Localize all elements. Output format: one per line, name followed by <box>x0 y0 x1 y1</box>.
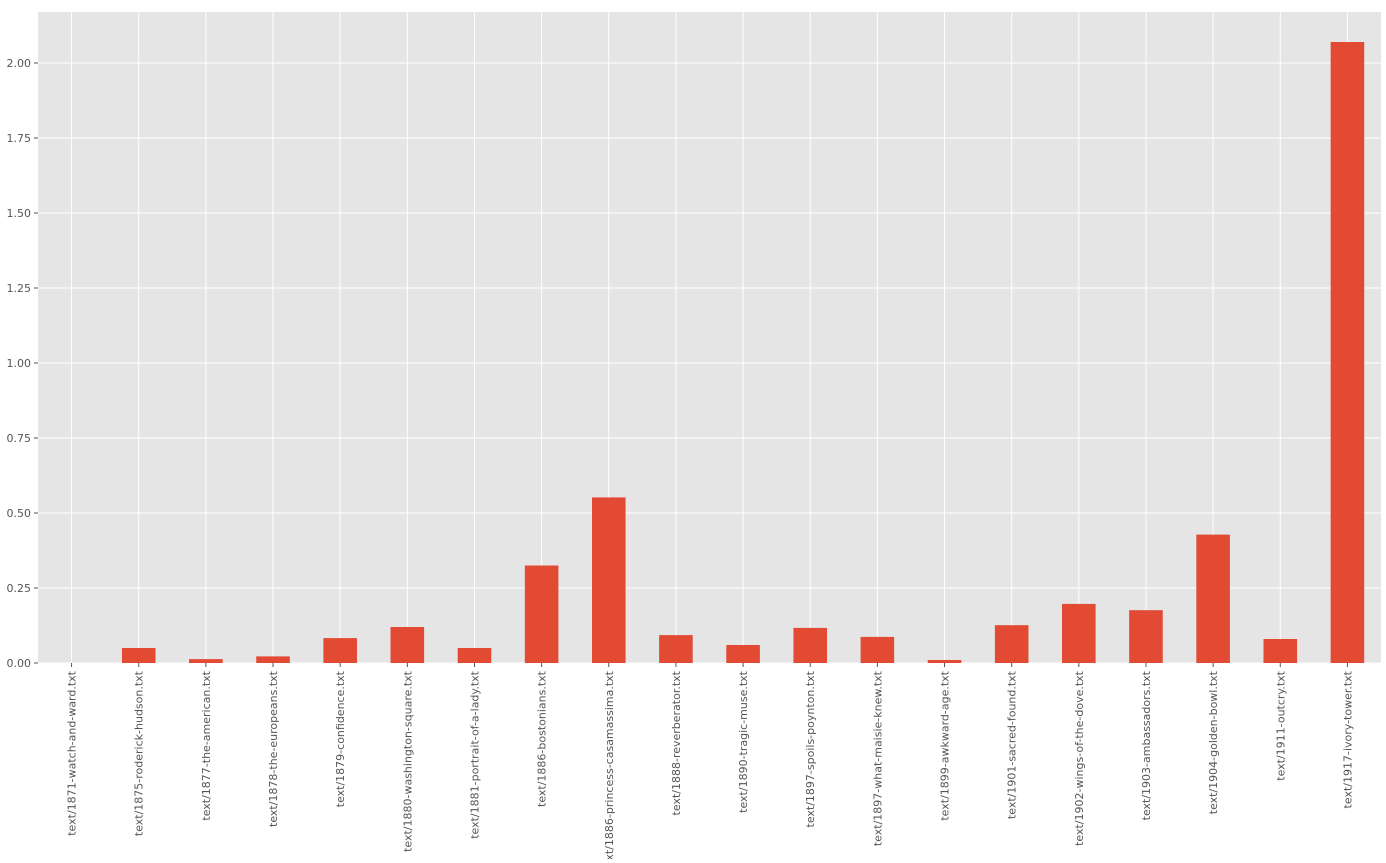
bar <box>323 638 357 663</box>
y-tick-label: 0.00 <box>7 657 32 670</box>
bar <box>1330 42 1365 663</box>
x-tick-label: text/1881-portrait-of-a-lady.txt <box>468 670 481 838</box>
x-tick-label: text/1877-the-american.txt <box>200 670 213 820</box>
x-tick-label: text/1902-wings-of-the-dove.txt <box>1073 670 1086 846</box>
y-axis: 0.00 0.25 0.50 0.75 1.00 1.25 1.50 1.75 2.00 <box>7 57 38 670</box>
y-tick-label: 0.75 <box>7 432 32 445</box>
x-tick-label: text/1901-sacred-found.txt <box>1006 670 1019 819</box>
plot-background <box>38 12 1381 663</box>
x-tick-label: text/1879-confidence.txt <box>334 670 347 807</box>
x-tick-label: text/1897-what-maisie-knew.txt <box>871 670 884 846</box>
x-tick-label: text/1888-reverberator.txt <box>670 670 683 815</box>
bars <box>121 42 1365 663</box>
bar <box>591 497 626 663</box>
x-axis: text/1871-watch-and-ward.txt text/1875-ro… <box>66 663 1354 863</box>
bar <box>390 627 425 663</box>
y-tick-label: 0.50 <box>7 507 32 520</box>
bar <box>860 636 895 663</box>
bar <box>1196 534 1230 663</box>
bar <box>121 648 156 663</box>
y-tick-label: 1.50 <box>7 207 32 220</box>
bar <box>994 625 1029 663</box>
y-tick-label: 0.25 <box>7 582 32 595</box>
bar <box>1263 639 1298 663</box>
x-tick-label: text/1871-watch-and-ward.txt <box>66 670 79 835</box>
y-tick-label: 1.00 <box>7 357 32 370</box>
x-tick-label: text/1875-roderick-hudson.txt <box>133 670 146 836</box>
bar <box>726 645 760 663</box>
x-tick-label: text/1904-golden-bowl.txt <box>1207 670 1220 814</box>
bar <box>256 656 290 663</box>
x-tick-label: text/1880-washington-square.txt <box>401 670 414 852</box>
bar <box>927 660 962 663</box>
x-tick-label: text/1886-bostonians.txt <box>536 670 549 807</box>
x-tick-label: text/1911-outcry.txt <box>1274 670 1287 780</box>
x-tick-label: text/1886-princess-casamassima.txt <box>603 670 616 859</box>
bar <box>524 565 559 663</box>
bar <box>793 627 828 663</box>
bar <box>1129 610 1163 663</box>
x-tick-label: text/1917-ivory-tower.txt <box>1341 670 1354 808</box>
bar <box>1062 603 1096 663</box>
y-tick-label: 2.00 <box>7 57 32 70</box>
y-tick-label: 1.25 <box>7 282 32 295</box>
y-tick-label: 1.75 <box>7 132 32 145</box>
bar <box>189 659 223 663</box>
x-tick-label: text/1899-awkward-age.txt <box>939 670 952 820</box>
bar <box>659 635 693 663</box>
bar <box>457 648 492 663</box>
x-tick-label: text/1897-spoils-poynton.txt <box>804 670 817 827</box>
x-tick-label: text/1903-ambassadors.txt <box>1140 670 1153 820</box>
x-tick-label: text/1878-the-europeans.txt <box>267 670 280 827</box>
x-tick-label: text/1890-tragic-muse.txt <box>737 670 750 813</box>
